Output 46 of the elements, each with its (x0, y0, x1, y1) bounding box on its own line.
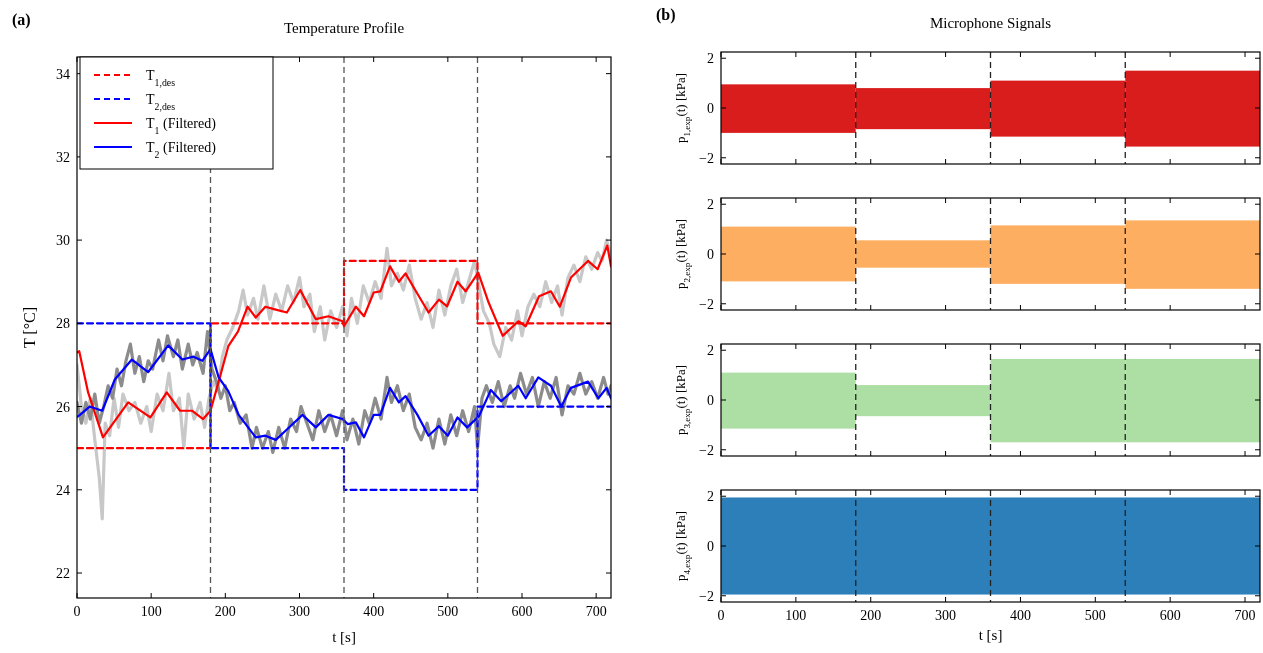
y-tick-label: −2 (699, 588, 714, 604)
x-tick-label: 600 (1159, 608, 1181, 623)
y-tick-label: 0 (707, 101, 714, 116)
legend-label: T$_{2,des}$ (146, 92, 176, 112)
x-axis-title: t [s] (332, 629, 356, 645)
y-tick-label: −2 (699, 150, 714, 166)
x-tick-label: 100 (785, 608, 807, 623)
y-tick-label: 2 (707, 343, 714, 359)
x-tick-label: 500 (437, 604, 459, 619)
x-tick-label: 500 (1084, 608, 1106, 623)
x-tick-label: 200 (860, 608, 882, 623)
y-tick-label: 24 (56, 482, 70, 498)
y-tick-label: 30 (56, 233, 70, 249)
x-tick-label: 200 (214, 604, 236, 619)
x-tick-label: 300 (935, 608, 957, 623)
y-tick-label: 0 (707, 393, 714, 408)
y-tick-label: 0 (707, 539, 714, 554)
x-tick-label: 300 (289, 604, 310, 619)
x-tick-label: 700 (585, 604, 607, 619)
y-tick-label: −2 (699, 296, 714, 312)
x-tick-label: 0 (73, 604, 81, 619)
text: (a) (12, 11, 31, 29)
y-tick-label: 26 (56, 399, 70, 415)
x-tick-label: 100 (140, 604, 162, 619)
x-tick-label: 600 (511, 604, 533, 619)
legend-label: T$_{1,des}$ (146, 68, 176, 88)
y-tick-label: 22 (56, 566, 70, 582)
legend-label: T$_{2}$ (Filtered) (146, 140, 217, 160)
y-tick-label: 2 (707, 489, 714, 505)
x-tick-label: 400 (363, 604, 385, 619)
chart-title: Microphone Signals (929, 15, 1052, 31)
x-tick-label: 700 (1234, 608, 1256, 623)
x-axis-title: t [s] (978, 627, 1003, 643)
y-axis-title: T [°C] (21, 306, 38, 349)
legend-label: T$_{1}$ (Filtered) (146, 116, 217, 136)
y-tick-label: 28 (56, 316, 70, 332)
y-tick-label: −2 (699, 442, 714, 458)
x-tick-label: 0 (717, 608, 725, 623)
x-tick-label: 400 (1009, 608, 1031, 623)
text: (b) (656, 6, 676, 24)
chart-title: Temperature Profile (283, 20, 405, 36)
y-tick-label: 32 (56, 149, 70, 165)
y-tick-label: 34 (56, 66, 70, 82)
y-tick-label: 0 (707, 247, 714, 262)
y-tick-label: 2 (707, 51, 714, 67)
y-tick-label: 2 (707, 197, 714, 213)
